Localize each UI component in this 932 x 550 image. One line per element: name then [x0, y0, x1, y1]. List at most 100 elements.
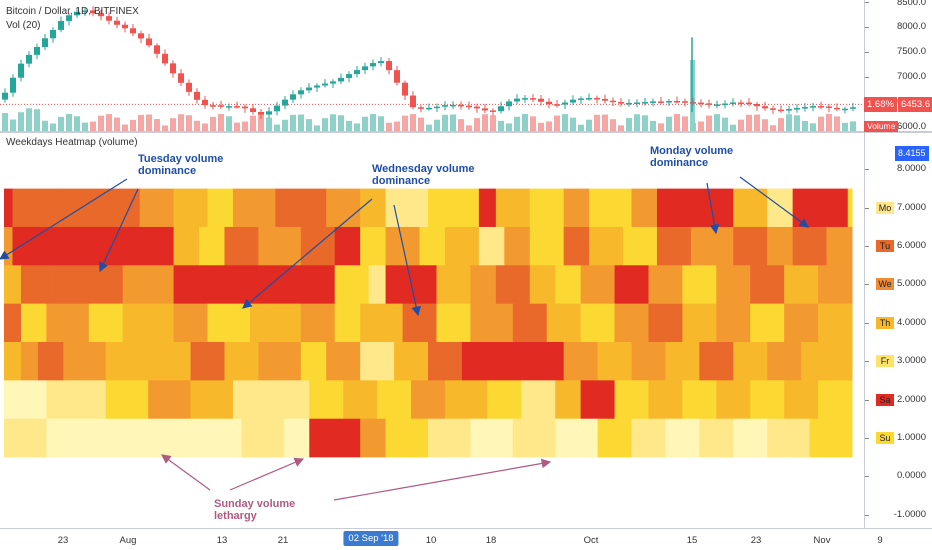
candle-body: [178, 73, 184, 83]
day-tag-fr: Fr: [876, 355, 894, 368]
heat-cell-fr: [156, 342, 192, 381]
crosshair-date-label: 02 Sep '18: [343, 531, 399, 546]
annotation-arrow[interactable]: [161, 454, 211, 491]
annotation-arrow[interactable]: [739, 176, 809, 228]
annotation-arrow[interactable]: [229, 457, 305, 491]
volume-bar: [146, 114, 152, 131]
heat-cell-fr: [190, 342, 225, 381]
symbol-legend[interactable]: Bitcoin / Dollar, 1D, BITFINEX: [6, 6, 139, 17]
heat-cell-we: [470, 265, 497, 304]
candle-body: [674, 101, 680, 103]
heat-cell-su: [46, 418, 107, 458]
heatmap-pane[interactable]: Weekdays Heatmap (volume) Tuesday volume…: [0, 133, 864, 528]
heat-cell-th: [173, 303, 209, 343]
price-tick-label: 6000.0: [896, 121, 926, 132]
candle-body: [850, 107, 856, 109]
heat-cell-su: [173, 418, 242, 458]
volume-bar: [362, 116, 368, 131]
heat-cell-su: [283, 418, 310, 458]
volume-bar: [770, 125, 776, 131]
volume-bar: [226, 116, 232, 131]
heat-cell-mo: [563, 188, 590, 228]
candle-body: [522, 98, 528, 100]
heat-cell-th: [249, 303, 302, 343]
heat-cell-su: [470, 418, 514, 458]
candle-body: [618, 102, 624, 104]
sunday-annotation-line2: lethargy: [214, 510, 257, 522]
heat-cell-sa: [555, 380, 582, 420]
heat-cell-tu: [300, 226, 336, 266]
volume-bar: [842, 122, 848, 131]
heat-cell-sa: [105, 380, 149, 420]
volume-bar: [322, 118, 328, 131]
heat-cell-fr: [37, 342, 64, 381]
volume-bar: [546, 121, 552, 131]
heat-cell-su: [512, 418, 556, 458]
annotation-arrow[interactable]: [333, 458, 552, 501]
candle-body: [594, 98, 600, 100]
annotation-arrow[interactable]: [706, 182, 720, 235]
candle-body: [634, 102, 640, 105]
candle-body: [786, 109, 792, 111]
indicator-tick-mark: [865, 207, 869, 209]
heat-cell-su: [428, 418, 471, 458]
annotation-arrow[interactable]: [393, 204, 421, 317]
heat-cell-we: [436, 265, 471, 304]
volume-legend[interactable]: Vol (20): [6, 20, 41, 31]
heat-cell-su: [241, 418, 285, 458]
heat-cell-th: [716, 303, 751, 343]
indicator-tick-label: 7.0000: [896, 201, 926, 213]
candle-body: [410, 95, 416, 108]
indicator-tick-label: 5.0000: [896, 278, 926, 290]
candle-body: [298, 90, 304, 95]
volume-bar: [58, 116, 64, 131]
candle-body: [146, 38, 152, 46]
heat-cell-th: [784, 303, 819, 343]
heat-cell-th: [470, 303, 514, 343]
time-scale[interactable]: 23 Aug 13 21 10 18 Oct 15 23 Nov 9 02 Sep '18: [0, 528, 932, 550]
volume-bar: [738, 119, 744, 131]
candle-body: [530, 98, 536, 100]
volume-bar: [642, 115, 648, 131]
candle-body: [186, 82, 192, 92]
heat-cell-th: [300, 303, 336, 343]
candle-body: [842, 108, 848, 111]
annotation-arrow[interactable]: [242, 198, 373, 309]
heat-cell-tu: [690, 226, 734, 266]
candle-body: [538, 98, 544, 102]
heat-cell-su: [105, 418, 175, 458]
heat-cell-fr: [326, 342, 361, 381]
heat-cell-fr: [597, 342, 633, 381]
volume-bar: [450, 114, 456, 131]
annotation-arrow[interactable]: [99, 188, 139, 273]
heat-cell-su: [555, 418, 599, 458]
day-tag-tu: Tu: [876, 240, 894, 253]
pane-divider[interactable]: [0, 131, 932, 133]
indicator-legend[interactable]: Weekdays Heatmap (volume): [6, 137, 138, 148]
heat-cell-sa: [377, 380, 412, 420]
volume-bar: [170, 118, 176, 131]
price-tick-label: 8500.0: [896, 0, 926, 8]
heat-cell-tu: [767, 226, 794, 266]
volume-bar: [506, 123, 512, 131]
heat-cell-tu: [173, 226, 200, 266]
candle-body: [322, 83, 328, 86]
indicator-tick-label: 1.0000: [896, 431, 926, 443]
indicator-tick-label: 8.0000: [896, 163, 926, 175]
price-tick-label: 8000.0: [896, 21, 926, 33]
price-pane[interactable]: Bitcoin / Dollar, 1D, BITFINEX Vol (20): [0, 0, 864, 131]
heat-cell-su: [733, 418, 768, 458]
candle-body: [610, 100, 616, 103]
candle-body: [690, 102, 696, 104]
volume-bar: [210, 116, 216, 131]
candle-body: [26, 54, 32, 64]
annotation-arrow[interactable]: [0, 178, 128, 260]
volume-bar: [746, 114, 752, 131]
heat-cell-we: [716, 265, 751, 304]
candle-body: [650, 101, 656, 103]
candle-body: [434, 106, 440, 109]
candle-body: [474, 106, 480, 109]
volume-bar: [730, 124, 736, 131]
candle-body: [418, 107, 424, 109]
